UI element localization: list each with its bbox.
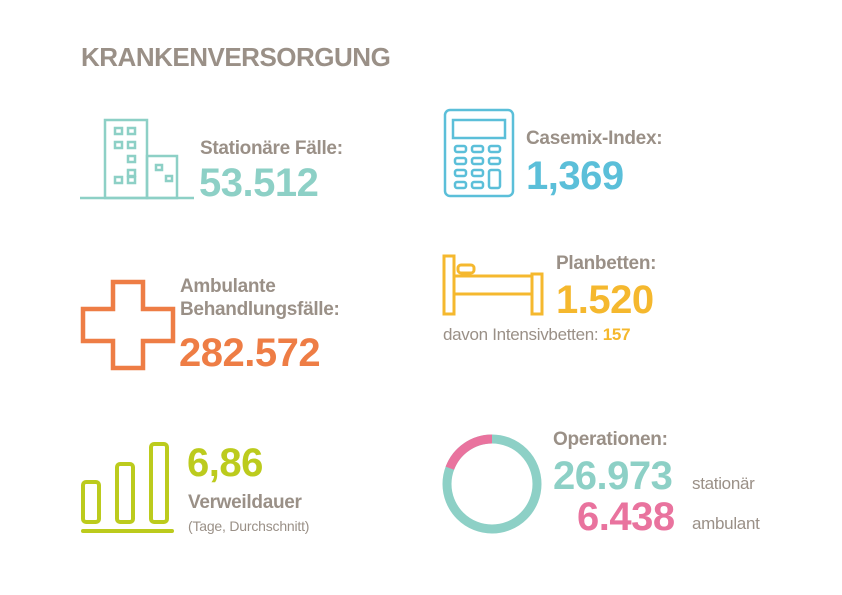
operationen-ambulant-label: ambulant	[692, 514, 760, 533]
ambulant-label-line1: Ambulante	[180, 276, 276, 297]
calculator-icon	[443, 108, 515, 198]
verweildauer-label: Verweildauer	[188, 492, 302, 513]
medical-cross-icon	[80, 279, 176, 371]
operationen-stationaer-label: stationär	[692, 474, 755, 493]
stationaer-label: Stationäre Fälle:	[200, 138, 343, 159]
bed-icon	[442, 254, 544, 316]
planbetten-label: Planbetten:	[556, 253, 657, 274]
operationen-label: Operationen:	[553, 429, 668, 450]
planbetten-value: 1.520	[556, 278, 654, 322]
donut-ambulant-arc	[445, 434, 493, 471]
stationaer-value: 53.512	[199, 161, 319, 205]
building-icon	[80, 118, 194, 200]
operationen-stationaer-value: 26.973	[553, 454, 673, 498]
ambulant-value: 282.572	[179, 331, 321, 375]
verweildauer-value: 6,86	[187, 441, 263, 485]
page-title: KRANKENVERSORGUNG	[81, 42, 391, 72]
operationen-ambulant-value: 6.438	[577, 495, 675, 539]
verweildauer-sub: (Tage, Durchschnitt)	[188, 518, 310, 534]
intensivbetten-label: davon Intensivbetten:	[443, 325, 599, 344]
donut-chart-icon	[442, 434, 542, 534]
ambulant-label-line2: Behandlungsfälle:	[180, 299, 340, 320]
casemix-value: 1,369	[526, 154, 624, 198]
bar-chart-icon	[81, 442, 174, 533]
casemix-label: Casemix-Index:	[526, 128, 663, 149]
planbetten-sub: davon Intensivbetten: 157	[443, 325, 631, 345]
intensivbetten-value: 157	[602, 325, 631, 344]
